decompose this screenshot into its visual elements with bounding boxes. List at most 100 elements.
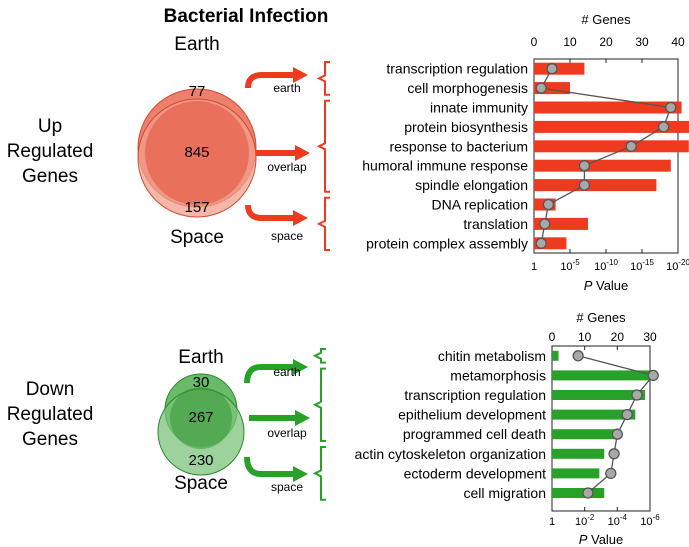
- down-arrows: earth overlap space: [244, 359, 310, 494]
- gene-count-point: [539, 218, 551, 230]
- bar: [552, 409, 636, 420]
- row-label-line: Up: [38, 116, 62, 137]
- top-tick-label: 40: [671, 35, 685, 49]
- arrow-label: earth: [273, 365, 300, 379]
- arrow-earth: earth: [244, 359, 308, 384]
- category-label: DNA replication: [432, 197, 529, 213]
- row-label-line: Regulated: [7, 141, 94, 162]
- row-label-line: Genes: [22, 429, 78, 450]
- category-label: protein biosynthesis: [404, 119, 528, 135]
- bar: [552, 448, 605, 459]
- top-tick-label: 30: [643, 330, 657, 344]
- category-label: programmed cell death: [403, 426, 546, 442]
- group-bracket: [316, 61, 330, 96]
- bottom-tick-label: 10-20: [666, 258, 689, 273]
- category-label: humoral immune response: [362, 158, 528, 174]
- up-row-label: Up Regulated Genes: [7, 116, 94, 187]
- venn-earth-only-count: 30: [193, 374, 210, 391]
- venn-overlap-region: [170, 387, 232, 449]
- bar: [552, 468, 600, 479]
- gene-count-point: [605, 467, 617, 480]
- venn-overlap-region: [145, 101, 249, 205]
- up-arrows: earth overlap space: [245, 67, 310, 243]
- arrow-label: overlap: [267, 160, 307, 174]
- bar: [552, 350, 559, 361]
- venn-space-only-count: 230: [188, 452, 213, 469]
- arrow-label: space: [271, 480, 303, 494]
- bar: [534, 62, 585, 75]
- gene-count-point: [647, 369, 659, 382]
- arrow-space: space: [244, 456, 308, 494]
- venn-space-only-count: 157: [184, 199, 209, 216]
- bottom-axis-label: P Value: [579, 532, 624, 547]
- venn-bottom-label: Space: [170, 227, 224, 248]
- figure-title: Bacterial Infection: [164, 6, 329, 27]
- up-venn: Earth 77 845 157 Space: [137, 34, 257, 248]
- bar: [552, 429, 618, 440]
- category-label: response to bacterium: [389, 138, 528, 154]
- arrow-label: earth: [273, 81, 300, 95]
- category-label: cell migration: [464, 485, 546, 501]
- bottom-axis-label: P Value: [584, 278, 629, 293]
- gene-count-line: [540, 68, 672, 244]
- up-bar-chart: # Genes 0 10 20 30 40 1 10-5 10-10 10-15 10-20 P Va…: [316, 12, 689, 293]
- arrow-overlap: overlap: [249, 410, 310, 440]
- gene-count-point: [578, 160, 591, 172]
- top-axis-label: # Genes: [581, 12, 631, 27]
- bottom-tick-label: 10-2: [575, 513, 595, 528]
- top-tick-label: 0: [531, 35, 538, 49]
- bottom-tick-label: 1: [531, 261, 537, 273]
- category-label: spindle elongation: [415, 177, 528, 193]
- gene-count-point: [631, 389, 643, 401]
- top-tick-label: 20: [599, 35, 613, 49]
- gene-count-point: [625, 140, 637, 152]
- category-label: actin cytoskeleton organization: [355, 446, 546, 462]
- bottom-tick-label: 10-15: [630, 258, 654, 273]
- venn-earth-only-count: 77: [189, 83, 206, 100]
- down-bar-chart: # Genes 0 10 20 30 1 10-2 10-4 10-6 P Value chitin…: [312, 310, 660, 547]
- category-label: transcription regulation: [386, 61, 528, 77]
- bar: [534, 101, 682, 114]
- gene-count-point: [665, 101, 677, 114]
- venn-overlap-count: 845: [184, 144, 209, 161]
- category-label: epithelium development: [398, 407, 546, 423]
- group-bracket: [316, 196, 330, 251]
- group-bracket: [312, 446, 326, 501]
- gene-count-point: [608, 448, 620, 460]
- top-axis-label: # Genes: [576, 310, 626, 325]
- gene-count-point: [542, 198, 555, 211]
- arrow-label: overlap: [267, 426, 307, 440]
- bottom-tick-label: 1: [549, 516, 555, 528]
- category-label: transcription regulation: [404, 387, 546, 403]
- gene-count-point: [611, 428, 623, 440]
- bar: [534, 159, 671, 172]
- arrow-space: space: [245, 204, 308, 243]
- category-label: ectoderm development: [404, 465, 547, 481]
- category-label: translation: [463, 216, 528, 232]
- category-label: metamorphosis: [450, 367, 546, 383]
- arrow-label: space: [271, 229, 303, 243]
- arrow-earth: earth: [245, 67, 308, 95]
- group-bracket: [316, 99, 330, 193]
- top-tick-label: 0: [549, 330, 556, 344]
- gene-count-point: [621, 408, 633, 421]
- venn-bottom-label: Space: [174, 473, 228, 494]
- gene-count-point: [546, 63, 558, 75]
- venn-top-label: Earth: [178, 347, 223, 368]
- row-label-line: Regulated: [7, 404, 94, 425]
- gene-count-point: [578, 179, 591, 191]
- gene-count-point: [535, 237, 547, 249]
- bar: [552, 390, 646, 400]
- arrow-overlap: overlap: [256, 145, 310, 174]
- category-label: innate immunity: [430, 100, 528, 116]
- top-tick-label: 30: [635, 35, 649, 49]
- top-tick-label: 20: [611, 330, 625, 344]
- top-tick-label: 10: [563, 35, 577, 49]
- category-label: chitin metabolism: [438, 348, 546, 364]
- group-bracket: [312, 367, 326, 442]
- venn-top-label: Earth: [174, 34, 219, 55]
- group-bracket: [312, 348, 326, 364]
- gene-count-point: [657, 121, 670, 133]
- bottom-tick-label: 10-5: [560, 258, 580, 273]
- bottom-tick-label: 10-4: [608, 513, 628, 528]
